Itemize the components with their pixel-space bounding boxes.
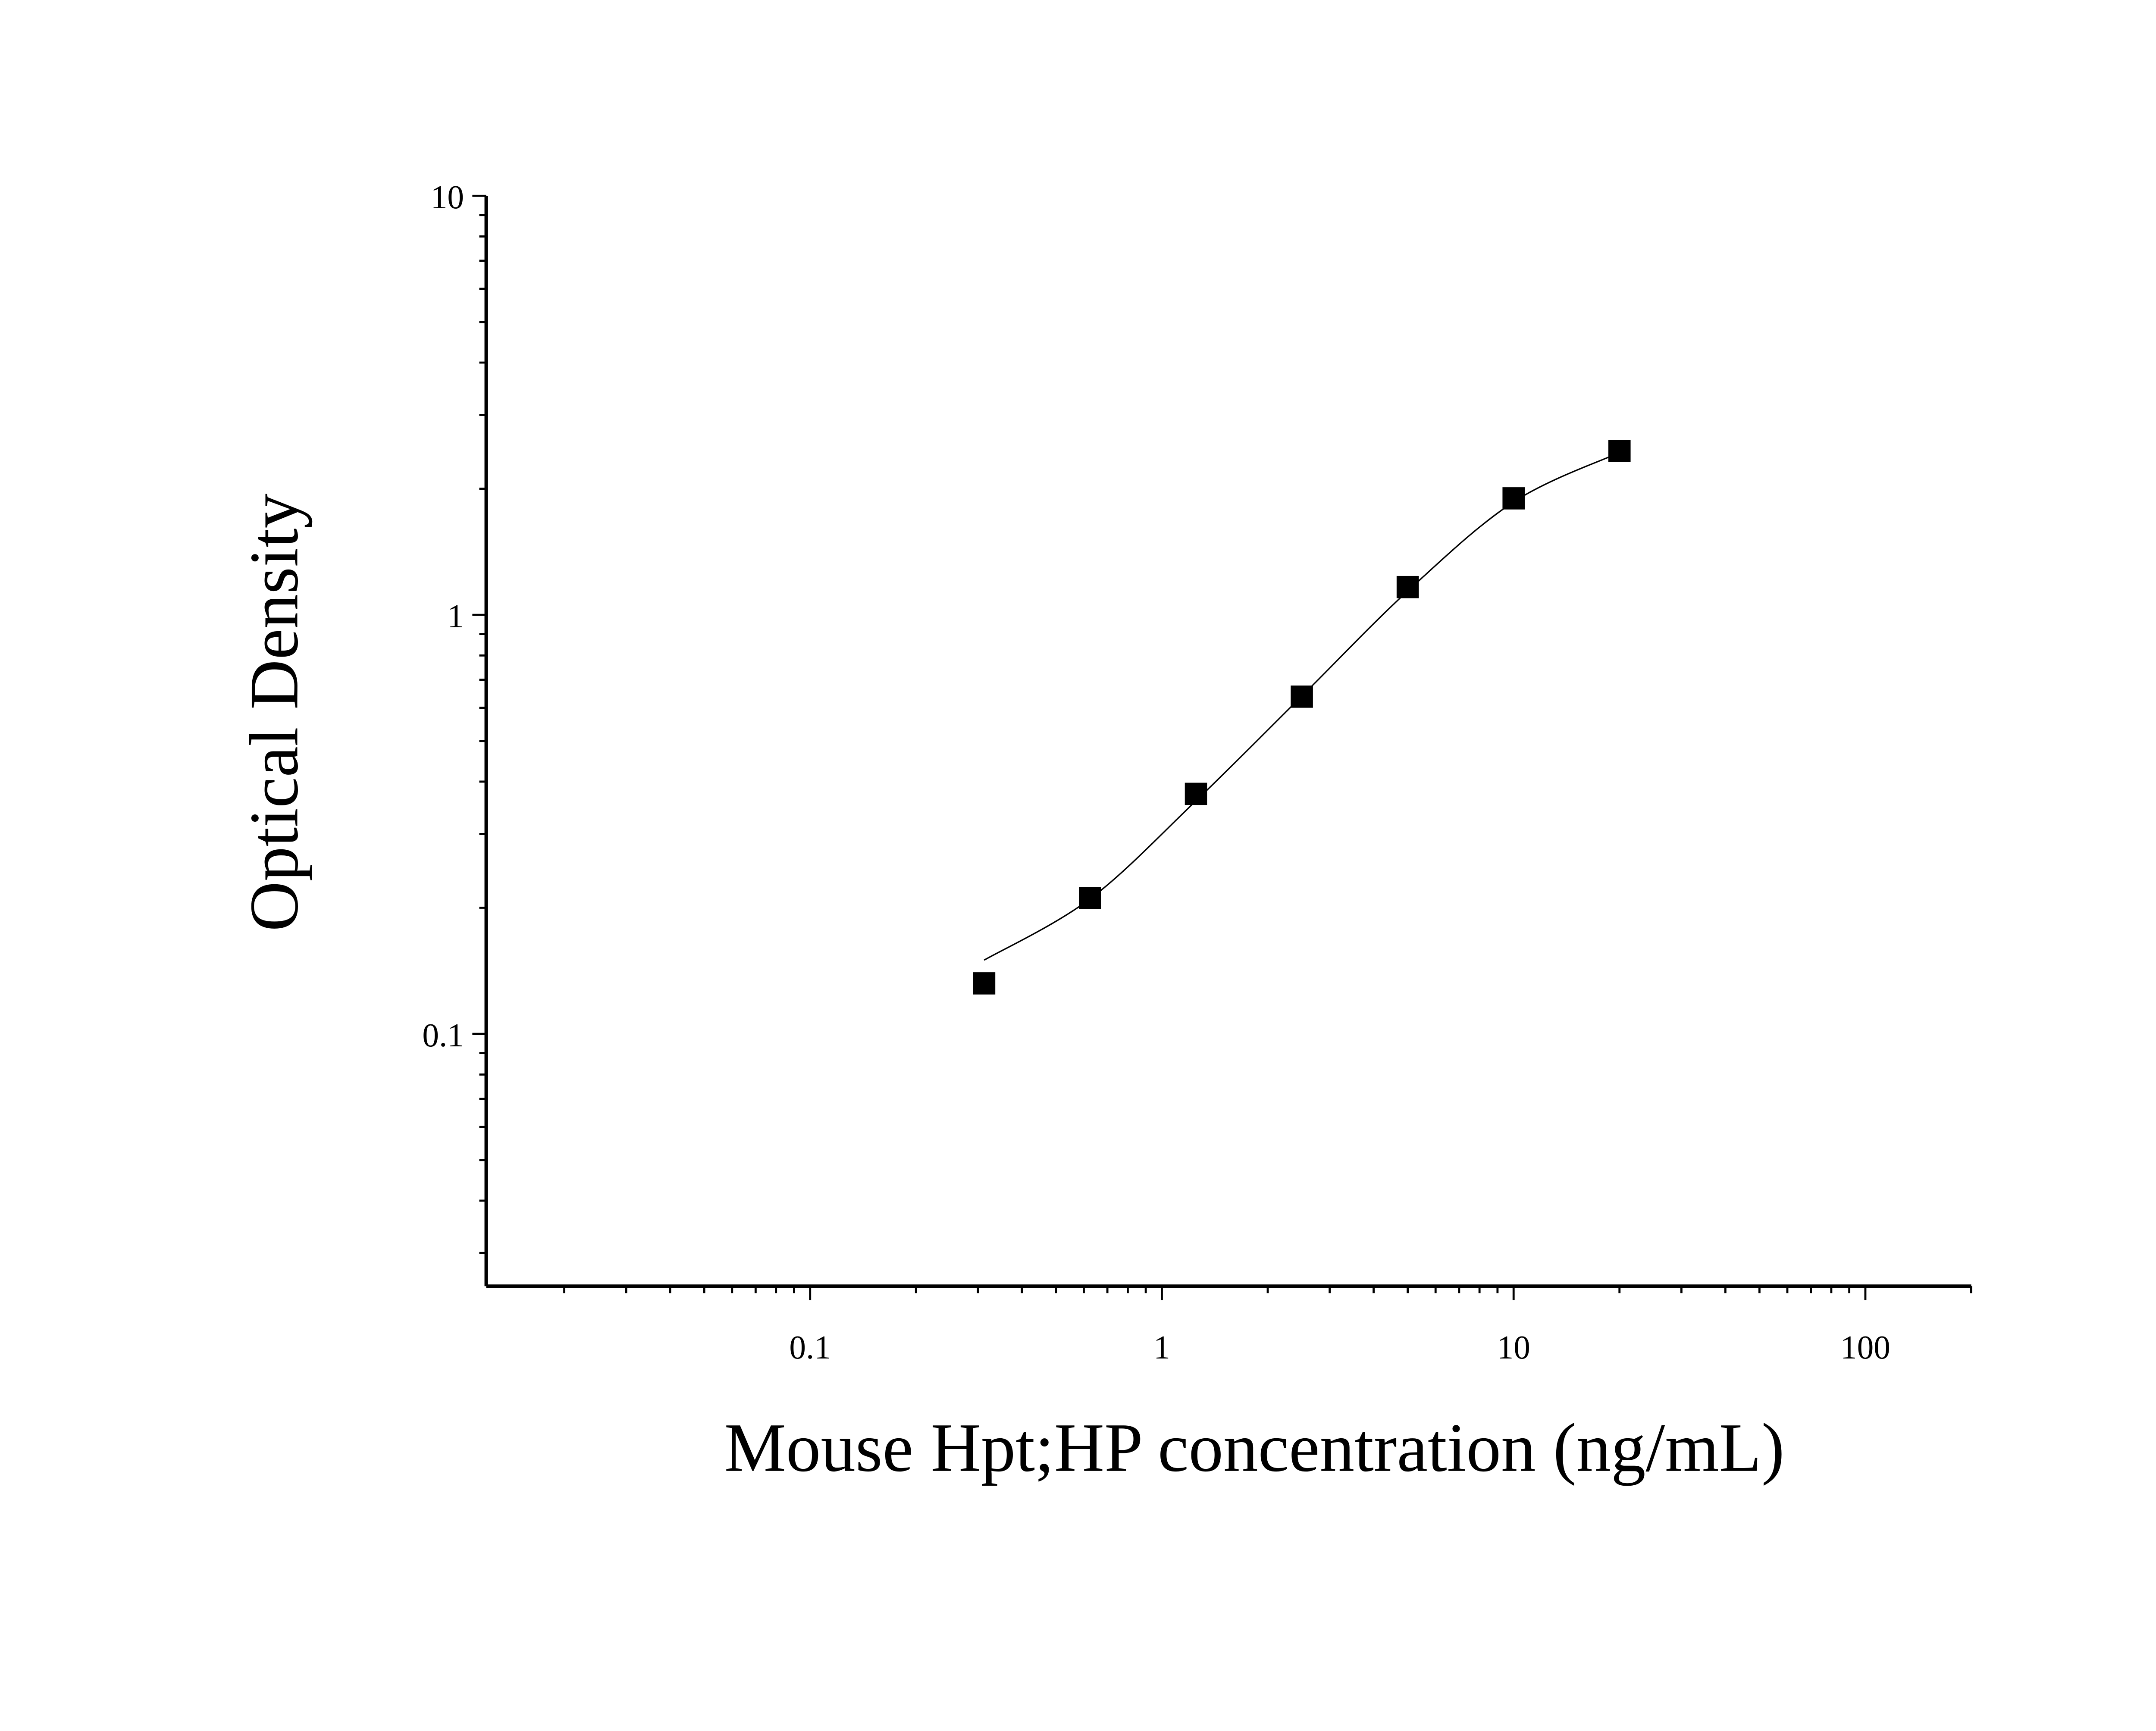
data-points xyxy=(973,440,1631,995)
x-tick-label: 100 xyxy=(1840,1329,1890,1366)
x-tick-label: 1 xyxy=(1153,1329,1170,1366)
axes: 0.1 1 10 100 0.1 1 10 xyxy=(422,178,1972,1366)
y-tick-label: 1 xyxy=(447,598,464,635)
y-tick-label: 10 xyxy=(431,178,464,216)
data-point xyxy=(1396,576,1419,598)
y-axis-title: Optical Density xyxy=(235,494,312,931)
x-tick-label: 10 xyxy=(1497,1329,1530,1366)
data-point xyxy=(973,972,996,995)
standard-curve-chart: 0.1 1 10 100 0.1 1 10 Mouse Hpt;HP concentrati… xyxy=(235,178,1972,1486)
y-tick-label: 0.1 xyxy=(422,1017,464,1054)
data-point xyxy=(1291,686,1313,708)
data-point xyxy=(1608,440,1631,462)
data-point xyxy=(1185,783,1207,805)
data-point xyxy=(1079,887,1101,909)
data-point xyxy=(1502,487,1525,510)
x-tick-label: 0.1 xyxy=(789,1329,831,1366)
x-axis-title: Mouse Hpt;HP concentration (ng/mL) xyxy=(724,1409,1785,1486)
